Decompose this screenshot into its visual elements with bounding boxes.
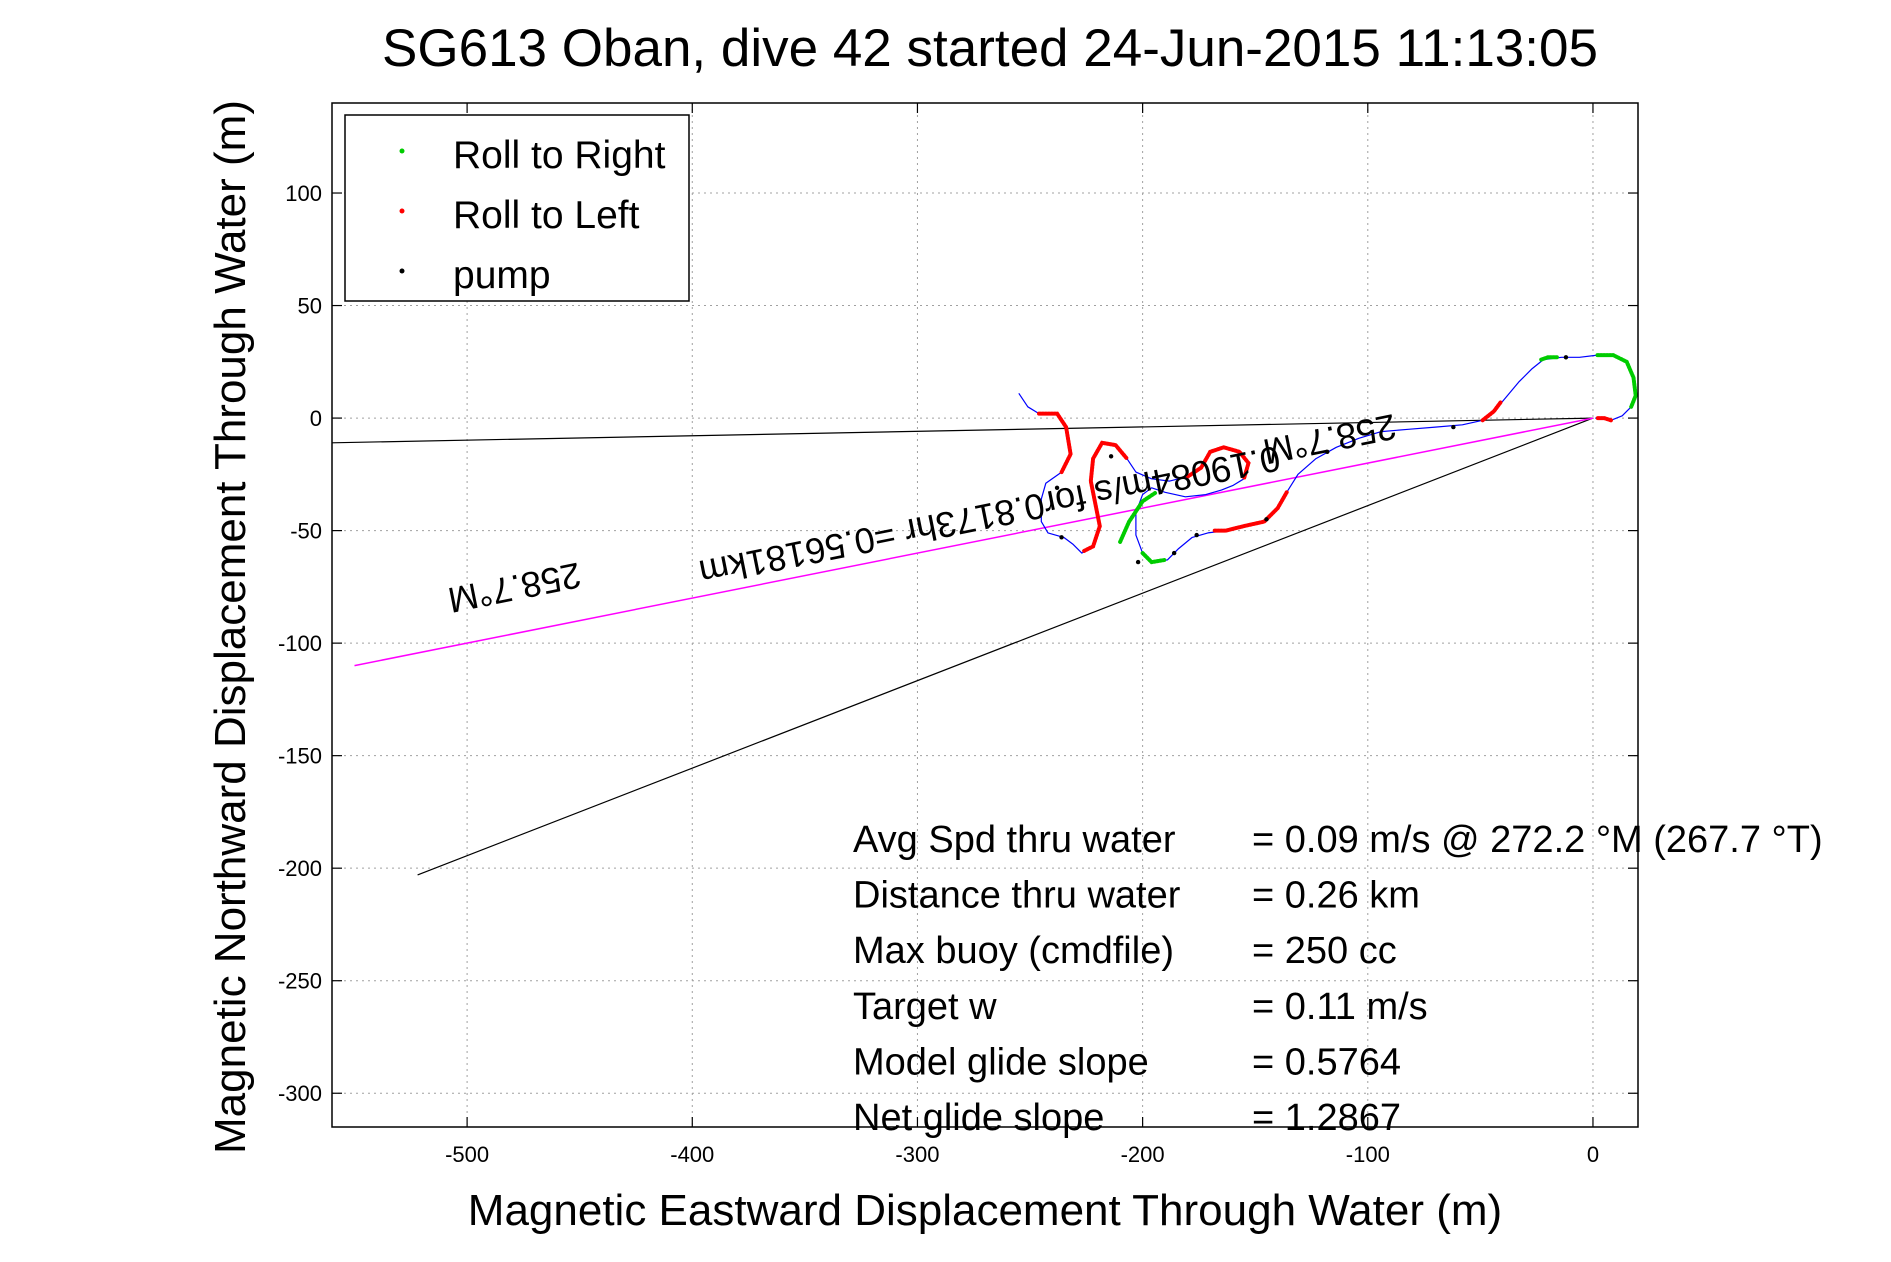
course-line-segment	[354, 417, 1594, 667]
x-axis-label: Magnetic Eastward Displacement Through W…	[468, 1186, 1502, 1235]
pump-marker	[1108, 454, 1114, 459]
stat-value: = 0.26 km	[1252, 875, 1420, 917]
legend-marker	[399, 208, 405, 214]
course-line	[354, 417, 1594, 667]
stat-value: = 0.11 m/s	[1252, 986, 1428, 1028]
stat-label: Model glide slope	[853, 1041, 1149, 1083]
stat-value: = 1.2867	[1252, 1097, 1401, 1139]
course-cone-lines	[331, 417, 1594, 876]
pump-marker	[1171, 550, 1177, 556]
y-tick-label: -50	[290, 519, 322, 544]
stat-label: Distance thru water	[853, 875, 1181, 917]
legend-label: pump	[453, 254, 551, 297]
roll-left-marker	[1212, 490, 1289, 533]
stat-value: = 0.5764	[1252, 1041, 1401, 1083]
roll-right-marker	[1539, 355, 1559, 362]
roll-right-marker	[1118, 490, 1159, 544]
x-tick-label: -100	[1346, 1142, 1390, 1167]
pump-marker	[1325, 449, 1330, 455]
roll-left-marker	[1082, 440, 1129, 553]
legend: Roll to Right Roll to Left pump	[344, 114, 690, 302]
stat-label: Net glide slope	[853, 1097, 1104, 1139]
y-tick-label: 100	[285, 181, 322, 206]
pump-marker	[1059, 535, 1064, 540]
y-tick-label: 0	[310, 406, 322, 431]
pump-marker	[1194, 532, 1199, 538]
pump-marker	[1451, 424, 1456, 430]
stat-value: = 250 cc	[1252, 930, 1397, 972]
x-tick-label: -200	[1121, 1142, 1165, 1167]
x-ticks: -500 -400 -300 -200 -100 0	[445, 103, 1599, 1167]
y-tick-label: -300	[278, 1081, 322, 1106]
x-tick-label: -300	[895, 1142, 939, 1167]
legend-label: Roll to Left	[453, 194, 640, 237]
y-ticks: 100 50 0 -50 -100 -150 -200 -250 -300	[278, 181, 1638, 1106]
pump-marker	[1563, 355, 1569, 360]
legend-marker	[399, 268, 405, 274]
x-tick-label: -400	[670, 1142, 714, 1167]
stat-value: = 0.09 m/s @ 272.2 °M (267.7 °T)	[1252, 819, 1823, 861]
chart-title: SG613 Oban, dive 42 started 24-Jun-2015 …	[382, 19, 1598, 78]
cone-line	[331, 417, 1594, 444]
pump-marker	[1135, 559, 1141, 565]
axes-box	[331, 102, 1639, 1128]
roll-markers	[1037, 353, 1638, 565]
y-tick-label: -100	[278, 631, 322, 656]
y-tick-label: -200	[278, 856, 322, 881]
stat-label: Max buoy (cmdfile)	[853, 930, 1174, 972]
cone-line	[417, 417, 1594, 876]
pump-marker	[1264, 517, 1269, 522]
roll-left-marker	[1480, 400, 1503, 423]
stat-label: Avg Spd thru water	[853, 819, 1176, 861]
legend-label: Roll to Right	[453, 134, 666, 177]
y-tick-label: -150	[278, 744, 322, 769]
roll-right-marker	[1140, 551, 1168, 565]
roll-left-marker	[1037, 411, 1073, 475]
roll-left-marker	[1595, 416, 1613, 423]
pump-marker	[1054, 485, 1060, 491]
x-tick-label: -500	[445, 1142, 489, 1167]
y-axis-label: Magnetic Northward Displacement Through …	[206, 100, 255, 1154]
legend-marker	[399, 148, 405, 154]
roll-left-marker	[1185, 445, 1251, 481]
stat-label: Target w	[853, 986, 997, 1028]
y-tick-label: 50	[298, 294, 322, 319]
roll-right-marker	[1595, 353, 1638, 409]
y-tick-label: -250	[278, 969, 322, 994]
x-tick-label: 0	[1587, 1142, 1599, 1167]
pump-markers	[1054, 355, 1569, 565]
stats-block: Avg Spd thru water = 0.09 m/s @ 272.2 °M …	[853, 819, 1823, 1139]
